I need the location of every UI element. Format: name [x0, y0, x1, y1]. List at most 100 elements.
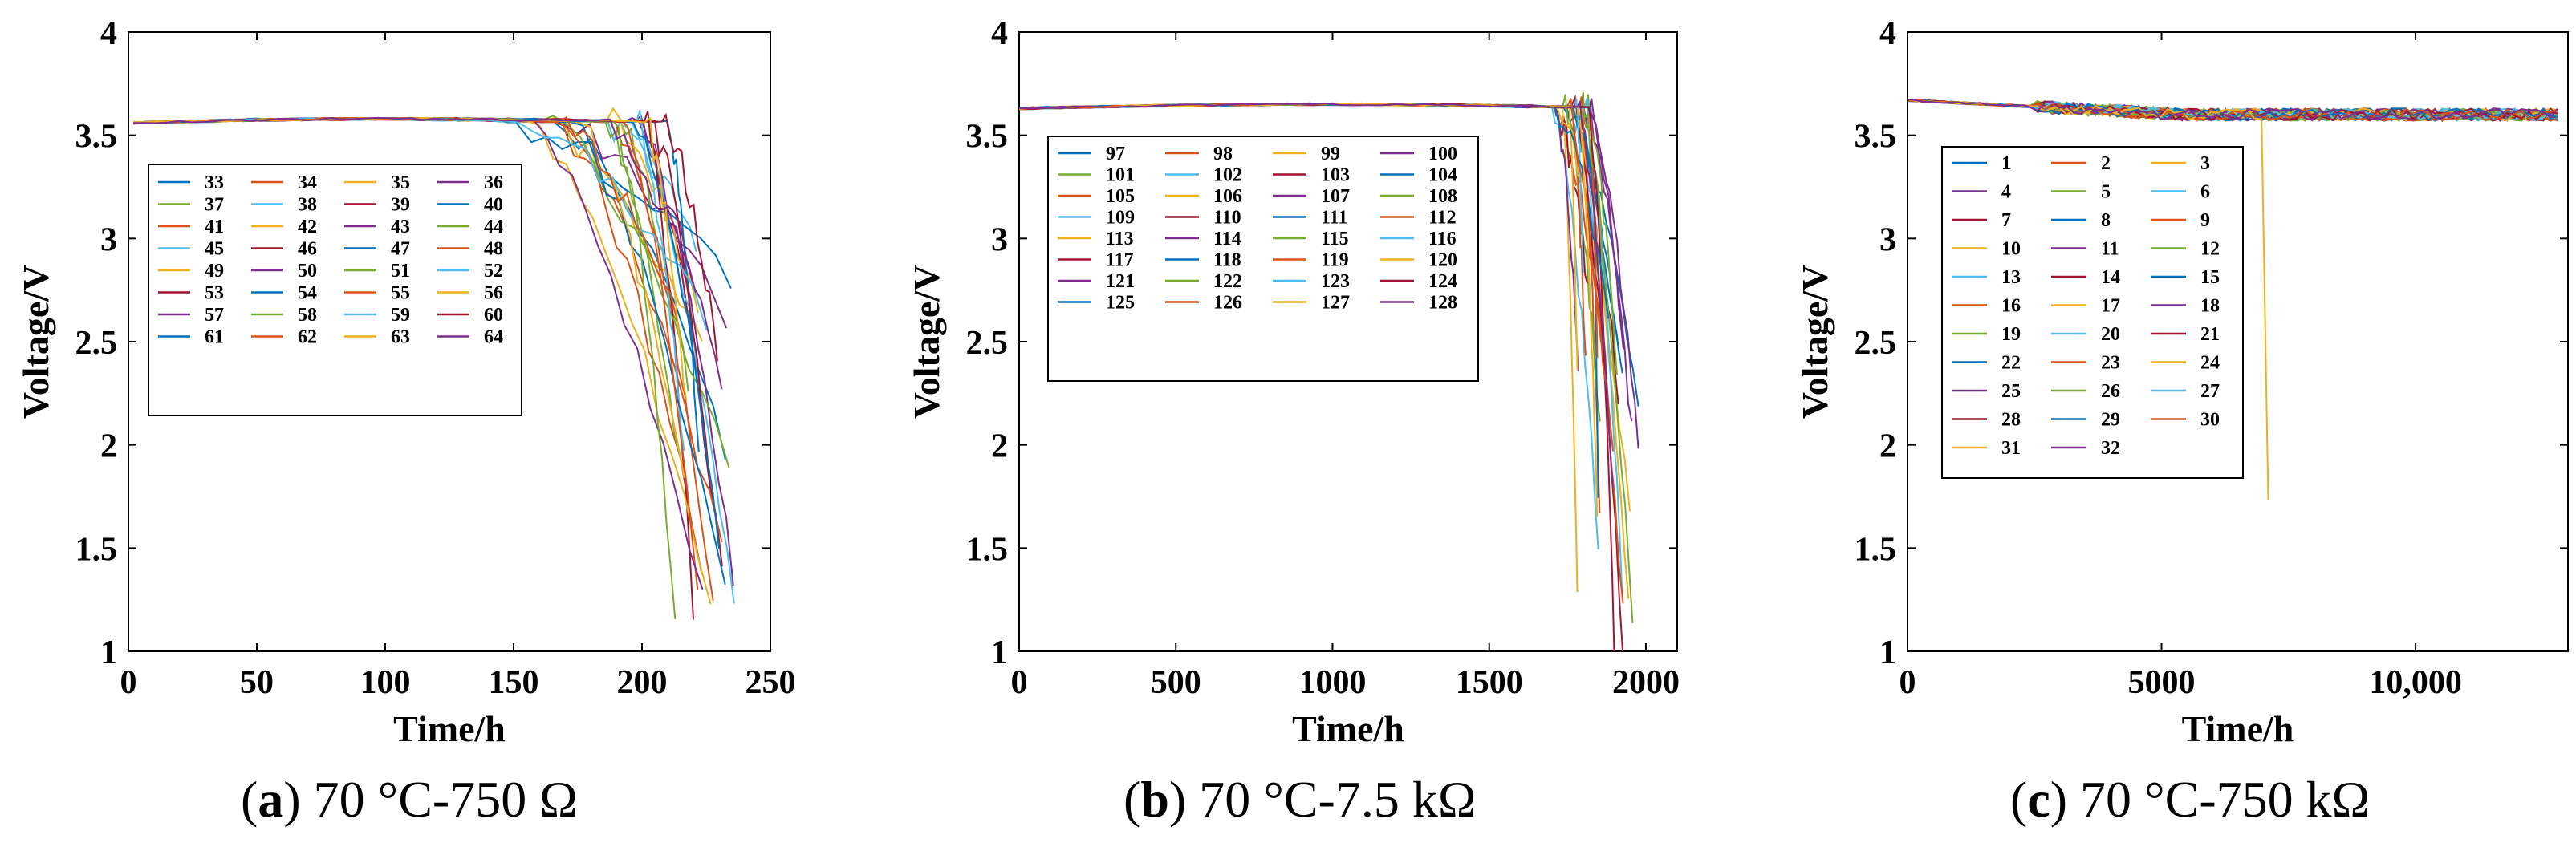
legend-label: 11 [2101, 239, 2119, 260]
legend-label: 121 [1106, 271, 1135, 292]
caption-c: (c) 70 °C-750 kΩ [2010, 771, 2371, 828]
legend-label: 125 [1106, 293, 1135, 314]
legend-label: 10 [2001, 239, 2021, 260]
legend-label: 19 [2001, 324, 2021, 345]
legend-label: 24 [2200, 353, 2220, 374]
legend-label: 8 [2101, 210, 2111, 231]
legend-label: 99 [1321, 144, 1340, 164]
legend-label: 62 [298, 327, 317, 348]
legend-label: 5 [2101, 182, 2111, 203]
legend-label: 12 [2200, 239, 2220, 260]
y-tick-label: 3.5 [966, 119, 1009, 156]
y-axis-label: Voltage/V [1794, 265, 1835, 419]
legend-label: 37 [205, 195, 224, 216]
legend-label: 38 [298, 195, 317, 216]
series-group [1019, 92, 1639, 651]
y-tick-label: 3.5 [75, 119, 118, 156]
legend: 33 34 35 36 37 38 39 40 41 42 43 44 45 46 47 48 49 50 51 52… [148, 164, 522, 416]
legend-box [148, 164, 522, 416]
legend-label: 111 [1321, 208, 1347, 229]
chart-b: 0 500 1000 1500 2000 1 1.5 2 2.5 3 3.5 4 Time/h Volta… [906, 15, 1680, 749]
legend-label: 20 [2101, 324, 2120, 345]
legend-label: 110 [1213, 208, 1241, 229]
legend-label: 54 [298, 283, 317, 304]
legend-label: 56 [484, 283, 503, 304]
legend-label: 59 [391, 305, 410, 326]
legend-label: 128 [1428, 293, 1457, 314]
series-line-32 [1908, 98, 2559, 122]
legend-label: 47 [391, 239, 410, 260]
legend-label: 106 [1213, 186, 1242, 207]
legend-label: 40 [484, 195, 503, 216]
legend-label: 115 [1321, 229, 1349, 249]
x-axis-label: Time/h [1292, 708, 1404, 749]
x-tick-label: 0 [120, 664, 137, 701]
legend-label: 63 [391, 327, 410, 348]
y-tick-label: 3 [1879, 221, 1896, 258]
y-tick-label: 4 [991, 15, 1008, 52]
legend-label: 51 [391, 261, 410, 282]
legend-label: 18 [2200, 296, 2220, 317]
y-tick-label: 2 [100, 428, 117, 465]
legend-label: 122 [1213, 271, 1242, 292]
legend-label: 120 [1428, 250, 1457, 271]
legend-label: 103 [1321, 165, 1350, 186]
legend-label: 6 [2200, 182, 2210, 203]
legend-label: 124 [1428, 271, 1457, 292]
y-tick-label: 1 [991, 634, 1008, 671]
legend-label: 119 [1321, 250, 1349, 271]
legend-label: 117 [1106, 250, 1134, 271]
x-tick-label: 200 [617, 664, 668, 701]
legend-label: 118 [1213, 250, 1241, 271]
y-tick-label: 1.5 [75, 531, 118, 568]
y-tick-label: 1 [100, 634, 117, 671]
legend-label: 50 [298, 261, 317, 282]
legend-label: 114 [1213, 229, 1241, 249]
legend-label: 27 [2200, 381, 2220, 402]
x-tick-label: 10,000 [2369, 664, 2462, 701]
legend-label: 29 [2101, 410, 2120, 431]
chart-a: 0 50 100 150 200 250 1 1.5 2 2.5 3 3.5 4 Time/h Voltag… [15, 15, 796, 749]
legend-label: 116 [1428, 229, 1457, 249]
legend-label: 30 [2200, 410, 2220, 431]
x-axis-label: Time/h [2182, 708, 2294, 749]
legend-label: 4 [2001, 182, 2011, 203]
legend-label: 105 [1106, 186, 1135, 207]
legend-label: 52 [484, 261, 503, 282]
legend-label: 13 [2001, 267, 2021, 288]
y-tick-label: 1.5 [966, 531, 1009, 568]
legend-label: 34 [298, 172, 317, 193]
legend-label: 9 [2200, 210, 2210, 231]
x-tick-label: 0 [1899, 664, 1916, 701]
series-line-64 [133, 116, 697, 294]
x-tick-label: 2000 [1612, 664, 1680, 701]
x-tick-label: 500 [1151, 664, 1201, 701]
x-tick-label: 5000 [2128, 664, 2196, 701]
legend-label: 35 [391, 172, 410, 193]
series-group [1908, 98, 2559, 501]
y-tick-label: 3 [100, 221, 117, 258]
legend-label: 45 [205, 239, 224, 260]
y-tick-label: 2.5 [75, 325, 118, 362]
legend-label: 107 [1321, 186, 1350, 207]
legend-label: 1 [2001, 153, 2011, 174]
legend-label: 21 [2200, 324, 2220, 345]
y-axis-label: Voltage/V [15, 265, 56, 419]
legend-label: 39 [391, 195, 410, 216]
legend-label: 23 [2101, 353, 2120, 374]
legend-label: 109 [1106, 208, 1135, 229]
legend-label: 2 [2101, 153, 2111, 174]
y-tick-label: 2.5 [1855, 325, 1897, 362]
y-tick-label: 3.5 [1855, 119, 1897, 156]
series-line-127 [1019, 102, 1599, 517]
legend-label: 26 [2101, 381, 2120, 402]
legend-label: 15 [2200, 267, 2220, 288]
legend-label: 58 [298, 305, 317, 326]
legend-label: 55 [391, 283, 410, 304]
legend-label: 113 [1106, 229, 1134, 249]
legend-label: 14 [2101, 267, 2120, 288]
legend-label: 17 [2101, 296, 2120, 317]
legend-label: 98 [1213, 144, 1233, 164]
y-axis-label: Voltage/V [906, 265, 947, 419]
